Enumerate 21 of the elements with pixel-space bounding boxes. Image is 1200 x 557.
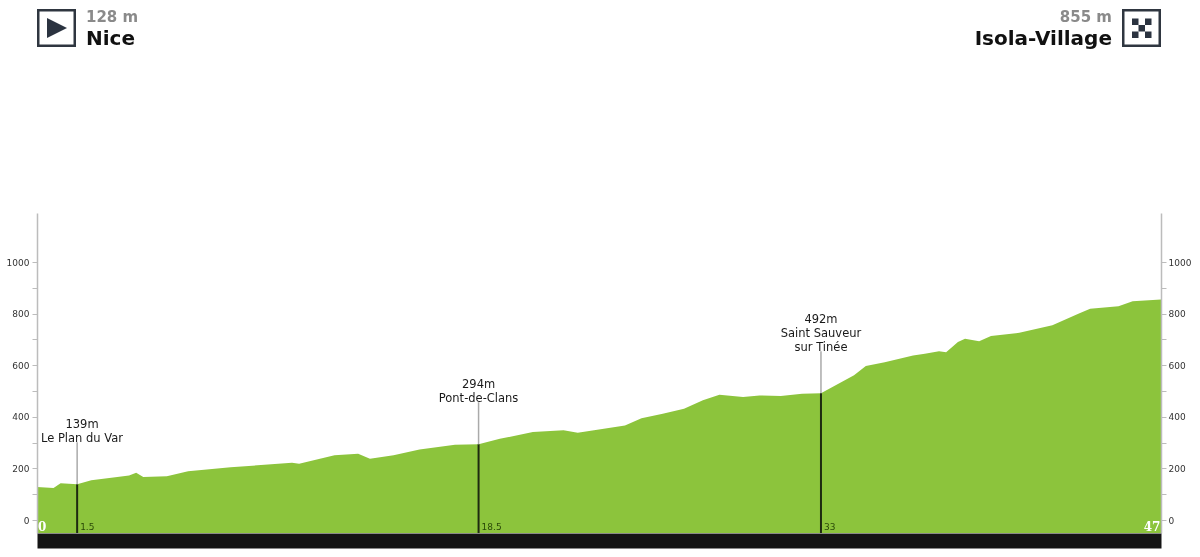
annotation: 492m Saint Sauveur sur Tinée [780, 312, 862, 355]
text: 128 m [86, 8, 139, 26]
annotation: 139m Le Plan du Var [40, 417, 124, 446]
text: Isola-Village [974, 26, 1112, 50]
y2-tick-label: 600 [1168, 360, 1186, 371]
text: Nice [86, 26, 136, 50]
y2-tick-label: 1000 [1168, 257, 1192, 268]
y2-tick-label: 400 [1168, 412, 1186, 423]
y-tick-label: 800 [12, 309, 30, 320]
y-tick-label: 400 [12, 412, 30, 423]
ref-line-label: 1.5 [80, 522, 95, 532]
y-tick-label: 1000 [6, 257, 30, 268]
y-tick-label: 600 [12, 360, 30, 371]
y2-tick-label: 200 [1168, 463, 1186, 474]
annotation: 294m Pont-de-Clans [438, 377, 519, 406]
y2-tick-label: 800 [1168, 309, 1186, 320]
x-tick-label: 47 [1143, 519, 1161, 534]
y-tick-label: 200 [12, 463, 30, 474]
ref-line-label: 33 [823, 522, 836, 532]
ref-line-label: 18.5 [481, 522, 502, 532]
text: 855 m [1058, 8, 1112, 26]
